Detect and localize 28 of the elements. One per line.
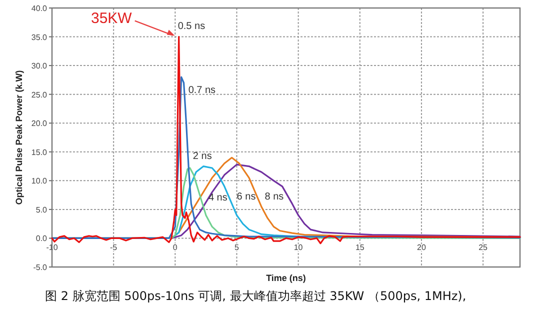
y-tick-label: 35.0 (31, 32, 48, 42)
y-tick-label: 5.0 (36, 205, 48, 214)
series-label: 6 ns (236, 192, 256, 203)
y-tick-label: 0.0 (36, 234, 48, 244)
series-label: 2 ns (192, 151, 212, 162)
caption: 图 2 脉宽范围 500ps-10ns 可调, 最大峰值功率超过 35KW （500ps, 1MHz), (45, 289, 466, 303)
annotation: 35KW (90, 10, 133, 27)
y-tick-label: 15.0 (31, 148, 48, 157)
series-label: 4 ns (208, 192, 228, 204)
x-tick-label: 5 (234, 243, 240, 252)
series-label: 8 ns (264, 192, 284, 203)
x-tick-label: 10 (294, 243, 304, 252)
x-tick-label: 0 (172, 243, 178, 252)
y-tick-label: 40.0 (31, 4, 48, 13)
y-tick-label: 20.0 (31, 119, 48, 128)
x-axis-title: Time (ns) (266, 273, 306, 283)
y-tick-label: 25.0 (31, 90, 48, 100)
x-tick-label: 25 (478, 243, 488, 252)
x-tick-label: -5 (110, 243, 118, 252)
y-tick-label: 30.0 (31, 62, 48, 71)
series-label: 0.5 ns (178, 20, 206, 32)
y-axis-title: Optical Pulse Peak Power (k.W) (14, 70, 24, 205)
x-tick-label: 15 (355, 243, 365, 252)
line-series (51, 36, 521, 244)
x-tick-label: 20 (417, 243, 426, 252)
y-tick-label: 10.0 (31, 176, 48, 186)
y-tick-label: -5.0 (33, 263, 48, 272)
series-label: 0.7 ns (188, 85, 216, 96)
